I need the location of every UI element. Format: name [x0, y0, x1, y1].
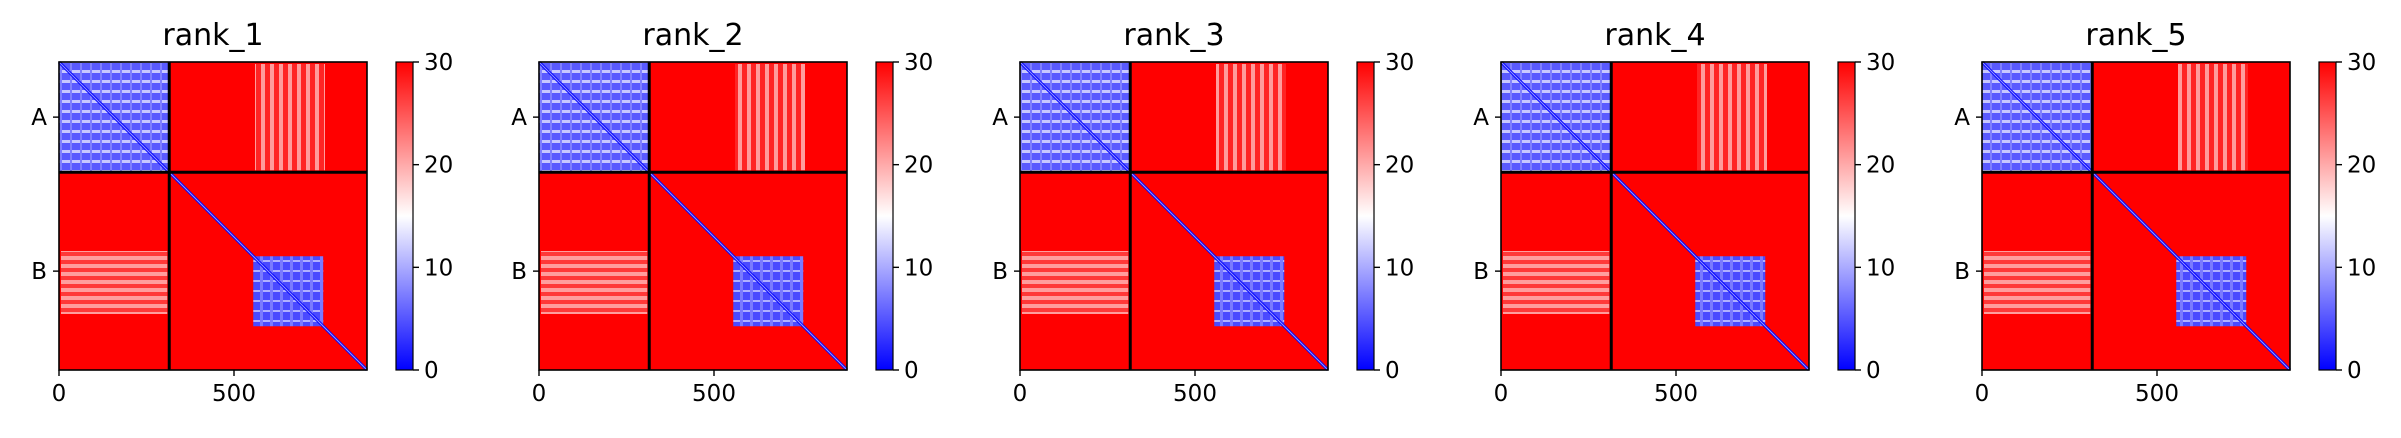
colorbar-tick-label: 0 — [1385, 358, 1400, 384]
colorbar-tick-label: 20 — [424, 153, 453, 179]
colorbar-tick-label: 10 — [1385, 255, 1414, 281]
diagonal-highlight — [1981, 61, 2291, 371]
colorbar-tick-label: 30 — [1385, 50, 1414, 76]
interchain-block-ab — [1697, 64, 1767, 171]
panel-rank_2: rank_2 A B 0 500 0 10 20 30 — [511, 18, 933, 407]
diagonal-highlight — [1019, 61, 1329, 371]
interchain-block-ab — [255, 64, 325, 171]
interchain-block-ba — [61, 251, 168, 314]
plot-frame — [1500, 61, 1810, 371]
interchain-block-ab — [2178, 64, 2248, 171]
x-tick-label: 500 — [1173, 381, 1217, 407]
colorbar-tick-label: 20 — [1866, 153, 1895, 179]
panel-rank_3: rank_3 A B 0 500 0 10 20 30 — [992, 18, 1414, 407]
colorbar-tick-label: 10 — [1866, 255, 1895, 281]
plot-frame — [1019, 61, 1329, 371]
colorbar — [395, 61, 414, 371]
colorbar — [2318, 61, 2337, 371]
interchain-block-ab — [735, 64, 805, 171]
x-tick-label: 0 — [1013, 381, 1028, 407]
y-tick-label: A — [511, 105, 527, 131]
panel-title: rank_3 — [1123, 18, 1224, 53]
panel-rank_5: rank_5 A B 0 500 0 10 20 30 — [1954, 18, 2376, 407]
y-tick-label: B — [992, 259, 1008, 285]
diagonal-highlight — [538, 61, 848, 371]
interchain-block-ba — [1022, 251, 1129, 314]
panel-title: rank_2 — [642, 18, 743, 53]
x-tick-label: 500 — [2135, 381, 2179, 407]
colorbar-tick-label: 30 — [904, 50, 933, 76]
x-tick-label: 0 — [52, 381, 67, 407]
plot-frame — [1981, 61, 2291, 371]
colorbar-tick-label: 30 — [424, 50, 453, 76]
plot-frame — [538, 61, 848, 371]
colorbar — [1837, 61, 1856, 371]
x-tick-label: 500 — [1654, 381, 1698, 407]
panel-title: rank_5 — [2085, 18, 2186, 53]
colorbar-tick-label: 0 — [2347, 358, 2362, 384]
diagonal-highlight — [1500, 61, 1810, 371]
interchain-block-ba — [541, 251, 648, 314]
x-tick-label: 500 — [212, 381, 256, 407]
panel-rank_4: rank_4 A B 0 500 0 10 20 30 — [1473, 18, 1895, 407]
y-tick-label: B — [511, 259, 527, 285]
colorbar-tick-label: 0 — [1866, 358, 1881, 384]
y-tick-label: A — [1473, 105, 1489, 131]
y-tick-label: B — [31, 259, 47, 285]
colorbar-tick-label: 10 — [2347, 255, 2376, 281]
diagonal-highlight — [58, 61, 368, 371]
colorbar — [1356, 61, 1375, 371]
y-tick-label: A — [992, 105, 1008, 131]
colorbar-tick-label: 30 — [1866, 50, 1895, 76]
colorbar-tick-label: 10 — [424, 255, 453, 281]
x-tick-label: 0 — [1975, 381, 1990, 407]
interchain-block-ba — [1984, 251, 2091, 314]
colorbar-tick-label: 20 — [2347, 153, 2376, 179]
colorbar-tick-label: 0 — [424, 358, 439, 384]
colorbar-tick-label: 30 — [2347, 50, 2376, 76]
y-tick-label: A — [31, 105, 47, 131]
interchain-block-ba — [1503, 251, 1610, 314]
panel-title: rank_1 — [162, 18, 263, 53]
interchain-block-ab — [1216, 64, 1286, 171]
y-tick-label: A — [1954, 105, 1970, 131]
colorbar-tick-label: 0 — [904, 358, 919, 384]
y-tick-label: B — [1954, 259, 1970, 285]
panel-rank_1: rank_1 A B 0 500 0 10 20 30 — [31, 18, 453, 407]
x-tick-label: 0 — [1494, 381, 1509, 407]
panel-title: rank_4 — [1604, 18, 1705, 53]
plot-frame — [58, 61, 368, 371]
colorbar-tick-label: 10 — [904, 255, 933, 281]
colorbar-tick-label: 20 — [1385, 153, 1414, 179]
x-tick-label: 500 — [692, 381, 736, 407]
colorbar-tick-label: 20 — [904, 153, 933, 179]
x-tick-label: 0 — [532, 381, 547, 407]
colorbar — [875, 61, 894, 371]
y-tick-label: B — [1473, 259, 1489, 285]
